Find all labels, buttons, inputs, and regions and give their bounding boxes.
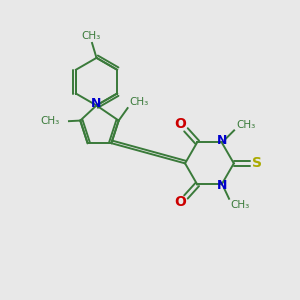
Text: S: S (252, 156, 262, 170)
Text: O: O (175, 195, 187, 209)
Text: CH₃: CH₃ (130, 97, 149, 106)
Text: O: O (175, 117, 187, 131)
Text: N: N (91, 98, 102, 110)
Text: CH₃: CH₃ (230, 200, 250, 210)
Text: CH₃: CH₃ (41, 116, 60, 126)
Text: CH₃: CH₃ (236, 120, 256, 130)
Text: CH₃: CH₃ (81, 32, 100, 41)
Text: N: N (216, 179, 227, 193)
Text: N: N (216, 134, 227, 147)
